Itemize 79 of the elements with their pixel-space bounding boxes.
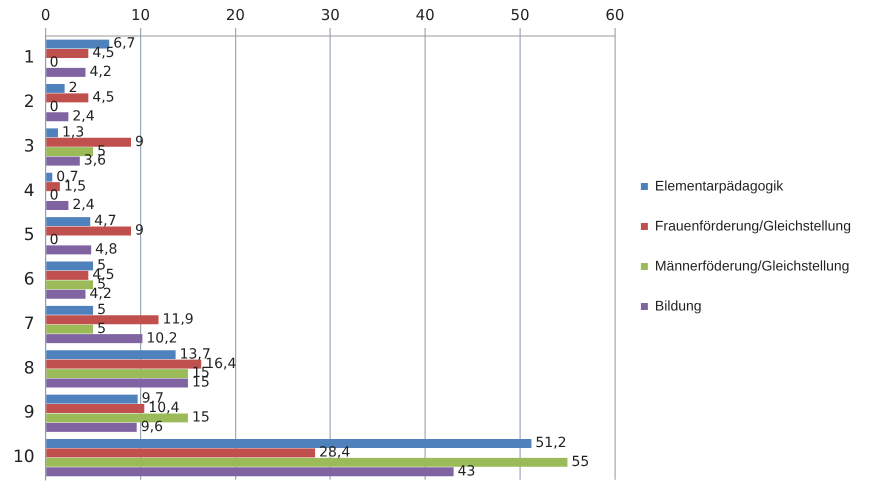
bar xyxy=(46,458,568,467)
data-label: 5 xyxy=(97,302,106,318)
bar xyxy=(46,290,86,299)
x-tick-label: 20 xyxy=(226,6,245,24)
bar xyxy=(46,350,176,360)
data-label: 43 xyxy=(458,463,476,480)
x-tick-label: 50 xyxy=(510,6,530,24)
bar xyxy=(46,334,142,344)
x-tick-label: 60 xyxy=(605,6,624,24)
y-tick-label: 3 xyxy=(24,136,35,156)
bar xyxy=(46,156,80,166)
legend-label: Bildung xyxy=(654,297,702,314)
bar xyxy=(46,306,94,315)
bar xyxy=(46,324,94,334)
bar xyxy=(46,217,90,226)
bar xyxy=(46,378,188,388)
bar xyxy=(46,315,159,324)
y-tick-label: 9 xyxy=(24,402,35,423)
y-tick-label: 5 xyxy=(24,225,35,246)
data-label: 9 xyxy=(135,134,144,150)
bar xyxy=(46,413,188,422)
data-label: 2,4 xyxy=(72,197,95,214)
y-tick-label: 7 xyxy=(24,314,35,334)
y-tick-label: 10 xyxy=(12,447,35,468)
y-tick-label: 8 xyxy=(24,358,35,378)
bar xyxy=(46,438,532,448)
legend-label: Frauenförderung/Gleichstellung xyxy=(654,217,852,234)
bar xyxy=(46,128,58,138)
x-tick-label: 30 xyxy=(320,6,340,24)
data-label: 9,6 xyxy=(140,419,164,436)
bar xyxy=(46,93,88,102)
data-label: 55 xyxy=(571,454,590,470)
legend-label: Männerföderung/Gleichstellung xyxy=(654,257,850,274)
data-label: 5 xyxy=(97,320,106,337)
data-label: 2,4 xyxy=(72,108,95,124)
bar xyxy=(46,112,68,122)
data-label: 28,4 xyxy=(319,444,350,461)
bar xyxy=(46,448,316,458)
x-tick-label: 40 xyxy=(416,6,435,24)
data-label: 4,5 xyxy=(92,45,115,62)
data-label: 15 xyxy=(192,410,210,426)
data-label: 4,5 xyxy=(92,89,115,106)
bar xyxy=(46,422,137,432)
bar xyxy=(46,68,86,77)
bar xyxy=(46,270,88,280)
bar xyxy=(46,404,144,413)
data-label: 0 xyxy=(50,54,59,71)
x-tick-label: 0 xyxy=(40,6,50,24)
data-label: 9 xyxy=(135,222,144,239)
bar xyxy=(46,226,132,236)
bar xyxy=(46,84,65,93)
bar xyxy=(46,48,88,58)
data-label: 0 xyxy=(50,188,59,204)
data-label: 11,9 xyxy=(162,311,194,328)
y-tick-label: 2 xyxy=(24,92,35,112)
data-label: 51,2 xyxy=(535,435,567,452)
data-label: 1,3 xyxy=(62,124,84,140)
y-tick-label: 6 xyxy=(24,270,35,290)
x-tick-label: 10 xyxy=(130,6,150,24)
data-label: 4,7 xyxy=(94,213,116,230)
bar xyxy=(46,200,68,210)
bar xyxy=(46,369,188,378)
bar xyxy=(46,467,454,476)
data-label: 0 xyxy=(50,98,59,115)
data-label: 10,2 xyxy=(146,330,178,346)
data-label: 4,8 xyxy=(95,241,118,258)
data-label: 4,2 xyxy=(89,64,112,80)
bar xyxy=(46,172,52,182)
data-label: 2 xyxy=(68,80,78,96)
bar xyxy=(46,138,132,147)
legend-label: Elementarpädagogik xyxy=(654,177,784,194)
y-tick-label: 1 xyxy=(24,48,35,68)
bar xyxy=(46,280,94,290)
bar xyxy=(46,245,92,254)
bar xyxy=(46,394,138,404)
y-tick-label: 4 xyxy=(24,180,35,201)
bar xyxy=(46,261,94,270)
data-label: 0 xyxy=(50,232,59,248)
data-label: 6,7 xyxy=(113,36,136,52)
